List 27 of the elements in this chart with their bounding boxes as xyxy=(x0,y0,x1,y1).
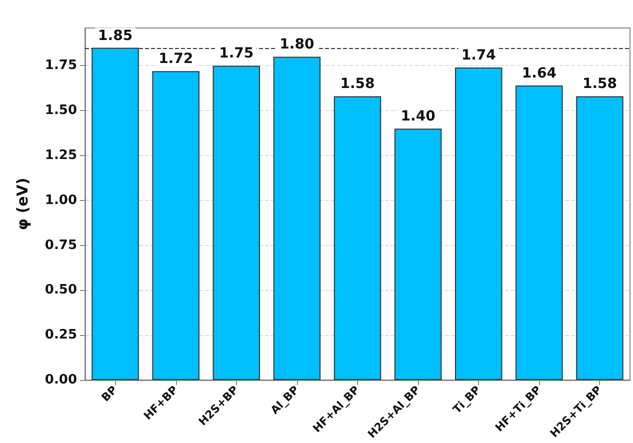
bar xyxy=(152,71,200,380)
text: 0.75 xyxy=(44,238,77,253)
bar xyxy=(454,68,502,380)
text: 0.00 xyxy=(44,372,77,388)
text: 1.75 xyxy=(44,58,77,74)
data-label: 1.58 xyxy=(582,76,617,92)
data-label: 1.58 xyxy=(340,76,375,92)
y-axis-title: φ (eV) xyxy=(14,178,32,230)
data-label: 1.74 xyxy=(461,48,496,64)
x-tick-label: BP xyxy=(99,383,120,404)
bar xyxy=(334,96,382,380)
data-label: 1.64 xyxy=(522,65,557,82)
bar xyxy=(273,56,321,380)
data-label: 1.80 xyxy=(280,36,314,53)
bar xyxy=(576,96,624,380)
bar xyxy=(516,85,563,380)
bar xyxy=(212,66,260,380)
text: 1.50 xyxy=(44,103,77,118)
text: 1.00 xyxy=(44,192,77,208)
text: 1.25 xyxy=(44,148,77,164)
data-label: 1.85 xyxy=(98,28,133,44)
bar xyxy=(394,128,442,380)
text: 0.25 xyxy=(44,328,77,343)
data-label: 1.40 xyxy=(400,108,436,125)
data-label: 1.75 xyxy=(219,46,254,62)
text: 0.50 xyxy=(44,282,77,298)
data-label: 1.72 xyxy=(158,51,194,68)
